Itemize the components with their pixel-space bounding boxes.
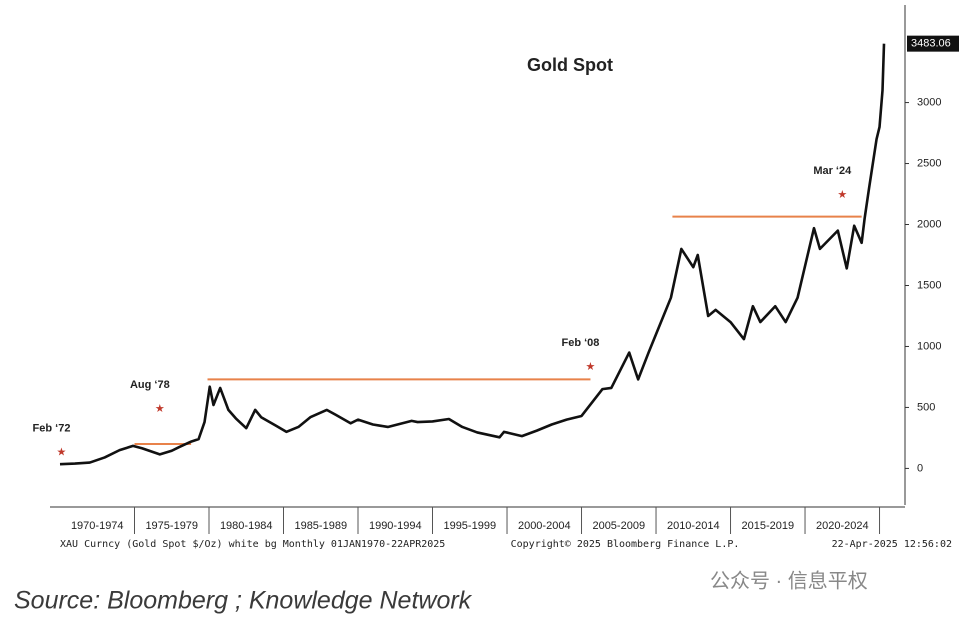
y-tick-label: 0 (917, 462, 923, 474)
y-tick-label: 2000 (917, 218, 941, 230)
footer-right: 22-Apr-2025 12:56:02 (832, 539, 952, 550)
x-tick-label: 2000-2004 (518, 520, 571, 532)
annotation-star: ★ (837, 189, 847, 201)
y-tick-label: 3000 (917, 96, 941, 108)
last-value-label: 3483.06 (911, 38, 951, 50)
annotation-label: Aug ‘78 (130, 379, 170, 391)
x-tick-label: 1995-1999 (443, 520, 496, 532)
x-tick-label: 2015-2019 (741, 520, 794, 532)
y-tick-label: 500 (917, 401, 935, 413)
source: Source: Bloomberg ; Knowledge Network (14, 587, 473, 615)
annotation-star: ★ (155, 403, 165, 415)
annotation-label: Feb ‘08 (562, 337, 600, 349)
x-tick-label: 2010-2014 (667, 520, 720, 532)
annotation-star: ★ (57, 446, 67, 458)
x-tick-label: 2020-2024 (816, 520, 869, 532)
annotation-label: Mar ‘24 (813, 165, 852, 177)
y-tick-label: 1500 (917, 279, 941, 291)
chart-title: Gold Spot (527, 55, 613, 75)
y-tick-label: 2500 (917, 157, 941, 169)
price-line (59, 43, 886, 466)
footer-left: XAU Curncy (Gold Spot $/Oz) white bg Mon… (60, 539, 445, 550)
footer-center: Copyright© 2025 Bloomberg Finance L.P. (511, 539, 740, 550)
x-tick-label: 2005-2009 (592, 520, 645, 532)
last-value-box (907, 35, 959, 52)
annotation-label: Feb ‘72 (33, 422, 71, 434)
watermark: 公众号 · 信息平权 (710, 569, 868, 592)
x-tick-label: 1985-1989 (294, 520, 347, 532)
x-tick-label: 1980-1984 (220, 520, 273, 532)
x-tick-label: 1975-1979 (145, 520, 198, 532)
y-tick-label: 1000 (917, 340, 941, 352)
x-tick-label: 1970-1974 (71, 520, 124, 532)
annotation-star: ★ (586, 361, 596, 373)
x-tick-label: 1990-1994 (369, 520, 422, 532)
